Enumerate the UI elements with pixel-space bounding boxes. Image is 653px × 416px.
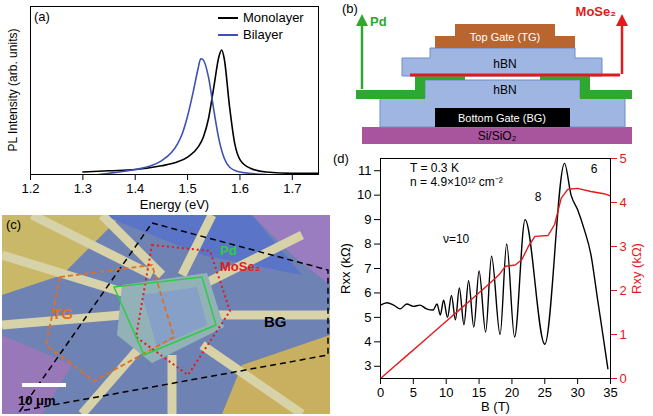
svg-text:Top Gate (TG): Top Gate (TG) bbox=[470, 31, 540, 43]
svg-text:MoSe₂: MoSe₂ bbox=[220, 259, 261, 274]
svg-text:10 μm: 10 μm bbox=[18, 393, 56, 408]
svg-text:1.5: 1.5 bbox=[179, 181, 197, 196]
svg-text:1.7: 1.7 bbox=[283, 181, 301, 196]
svg-text:20: 20 bbox=[505, 385, 519, 400]
svg-text:ν=10: ν=10 bbox=[443, 232, 470, 246]
svg-text:7: 7 bbox=[364, 261, 371, 276]
svg-text:3: 3 bbox=[620, 239, 627, 254]
svg-text:8: 8 bbox=[364, 236, 371, 251]
html-text:Bilayer: Bilayer bbox=[243, 27, 283, 42]
svg-text:35: 35 bbox=[603, 385, 617, 400]
svg-text:B (T): B (T) bbox=[481, 399, 510, 414]
svg-text:5: 5 bbox=[410, 385, 417, 400]
svg-text:6: 6 bbox=[591, 162, 598, 176]
svg-text:1.3: 1.3 bbox=[74, 181, 92, 196]
svg-text:Bottom Gate (BG): Bottom Gate (BG) bbox=[458, 112, 546, 124]
svg-text:Rxy (kΩ): Rxy (kΩ) bbox=[629, 243, 644, 294]
svg-text:5: 5 bbox=[364, 310, 371, 325]
svg-text:2: 2 bbox=[620, 283, 627, 298]
svg-text:1.6: 1.6 bbox=[231, 181, 249, 196]
svg-text:hBN: hBN bbox=[493, 57, 516, 71]
svg-text:9: 9 bbox=[364, 212, 371, 227]
svg-text:Energy (eV): Energy (eV) bbox=[140, 197, 209, 212]
svg-text:10: 10 bbox=[439, 385, 453, 400]
svg-text:0: 0 bbox=[377, 385, 384, 400]
svg-text:3: 3 bbox=[364, 358, 371, 373]
svg-text:hBN: hBN bbox=[493, 83, 516, 97]
svg-text:(c): (c) bbox=[6, 217, 21, 232]
svg-text:6: 6 bbox=[364, 285, 371, 300]
svg-text:5: 5 bbox=[620, 151, 627, 166]
svg-text:(b): (b) bbox=[342, 1, 358, 16]
html-text:PL Intensity (arb. units): PL Intensity (arb. units) bbox=[6, 28, 20, 152]
svg-text:T = 0.3 K: T = 0.3 K bbox=[410, 161, 459, 175]
svg-text:4: 4 bbox=[620, 195, 627, 210]
svg-text:1.2: 1.2 bbox=[21, 181, 39, 196]
svg-text:n = 4.9×10¹² cm⁻²: n = 4.9×10¹² cm⁻² bbox=[410, 175, 503, 189]
svg-text:4: 4 bbox=[364, 334, 371, 349]
svg-text:11: 11 bbox=[358, 163, 372, 178]
svg-text:Rxx (kΩ): Rxx (kΩ) bbox=[338, 243, 353, 294]
svg-text:1.4: 1.4 bbox=[126, 181, 144, 196]
svg-text:Si/SiO₂: Si/SiO₂ bbox=[478, 129, 517, 143]
svg-text:1: 1 bbox=[620, 327, 627, 342]
svg-text:10: 10 bbox=[357, 187, 371, 202]
svg-text:TG: TG bbox=[52, 305, 73, 322]
svg-text:30: 30 bbox=[570, 385, 584, 400]
svg-text:MoSe₂: MoSe₂ bbox=[576, 4, 617, 19]
svg-text:8: 8 bbox=[535, 190, 542, 204]
svg-text:25: 25 bbox=[538, 385, 552, 400]
svg-text:BG: BG bbox=[264, 313, 287, 330]
html-text:(a): (a) bbox=[34, 9, 50, 24]
svg-text:15: 15 bbox=[472, 385, 486, 400]
svg-text:Pd: Pd bbox=[220, 243, 237, 258]
html-text:Monolayer: Monolayer bbox=[243, 10, 304, 25]
html-text:(d): (d) bbox=[333, 151, 349, 166]
svg-text:Pd: Pd bbox=[370, 14, 387, 29]
svg-text:0: 0 bbox=[620, 371, 627, 386]
